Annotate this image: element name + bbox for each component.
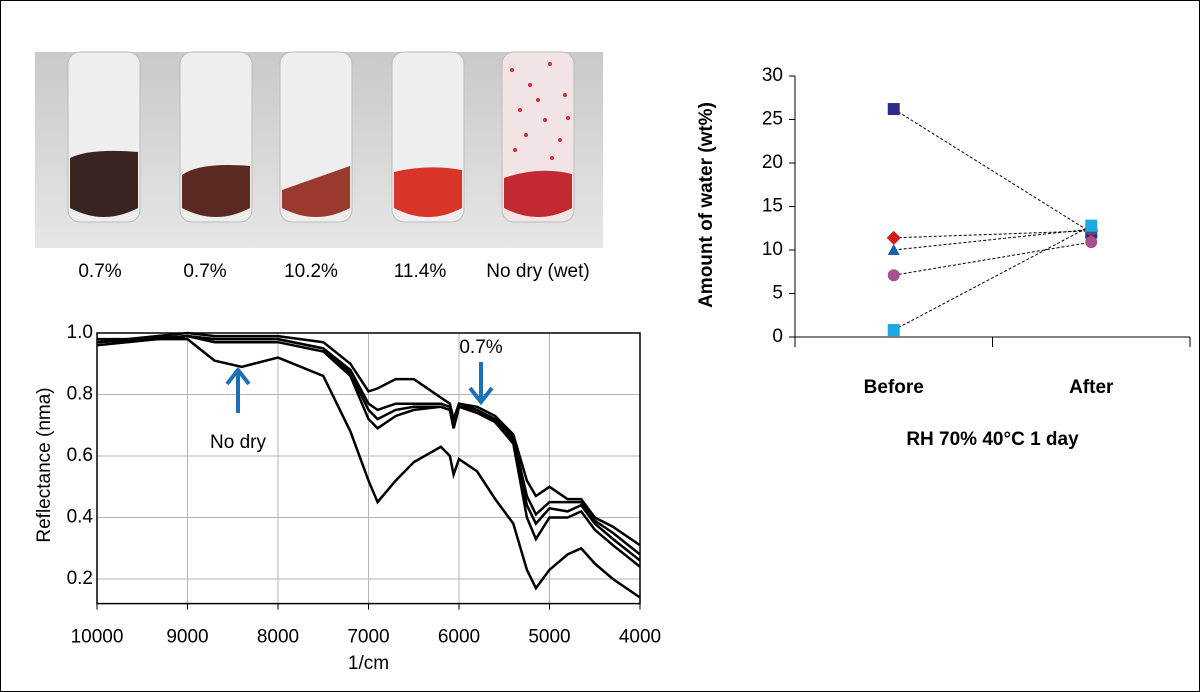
x-axis-label: RH 70% 40°C 1 day <box>906 429 1079 450</box>
spectrum-line <box>96 334 641 568</box>
marker <box>1085 219 1098 232</box>
y-tick-label: 10 <box>762 239 783 260</box>
tube <box>279 51 353 223</box>
connector-line <box>893 241 1092 276</box>
x-tick-label: After <box>1069 377 1114 398</box>
photo <box>35 51 603 248</box>
y-tick-label: 0.4 <box>67 507 94 528</box>
annotation: 0.7% <box>459 337 502 358</box>
y-axis-label: Amount of water (wt%) <box>696 102 717 308</box>
photo-label: 0.7% <box>78 261 121 282</box>
tube <box>67 51 141 223</box>
tube <box>391 51 465 223</box>
y-tick-label: 15 <box>762 196 783 217</box>
marker <box>887 103 900 116</box>
x-tick-label: 4000 <box>619 627 661 648</box>
photo-label: 0.7% <box>183 261 226 282</box>
y-tick-label: 30 <box>762 65 783 86</box>
photo-label: 11.4% <box>394 261 447 282</box>
connector-line <box>893 230 1092 239</box>
x-tick-label: Before <box>864 377 924 398</box>
marker <box>886 230 901 245</box>
tube <box>179 51 253 223</box>
connector-line <box>893 225 1092 331</box>
y-tick-label: 1.0 <box>67 322 93 343</box>
annotation-arrowhead <box>468 386 494 406</box>
y-tick-label: 0 <box>772 326 783 347</box>
y-tick-label: 0.8 <box>67 384 93 405</box>
y-tick-label: 0.6 <box>67 445 93 466</box>
marker <box>887 324 900 337</box>
annotation-arrowhead <box>225 366 251 386</box>
marker <box>887 269 900 282</box>
photo-label: No dry (wet) <box>486 261 589 282</box>
x-tick-label: 9000 <box>166 627 208 648</box>
spectrum-line <box>97 337 641 599</box>
y-tick-label: 5 <box>772 283 783 304</box>
marker <box>1085 236 1098 249</box>
x-tick-label: 7000 <box>347 627 389 648</box>
x-axis-label: 1/cm <box>348 653 389 674</box>
photo-label: 10.2% <box>284 261 338 282</box>
y-tick-label: 20 <box>762 152 783 173</box>
annotation: No dry <box>210 432 266 453</box>
x-tick-label: 10000 <box>71 627 124 648</box>
x-tick-label: 6000 <box>438 627 480 648</box>
tube <box>501 51 575 223</box>
x-tick-label: 8000 <box>257 627 299 648</box>
y-tick-label: 0.2 <box>67 568 93 589</box>
y-tick-label: 25 <box>762 109 783 130</box>
connector-line <box>893 108 1092 234</box>
marker <box>887 244 900 255</box>
plot-frame <box>96 332 641 605</box>
y-axis-label: Reflectance (nma) <box>34 387 55 542</box>
x-tick-label: 5000 <box>528 627 570 648</box>
connector-line <box>893 228 1092 251</box>
